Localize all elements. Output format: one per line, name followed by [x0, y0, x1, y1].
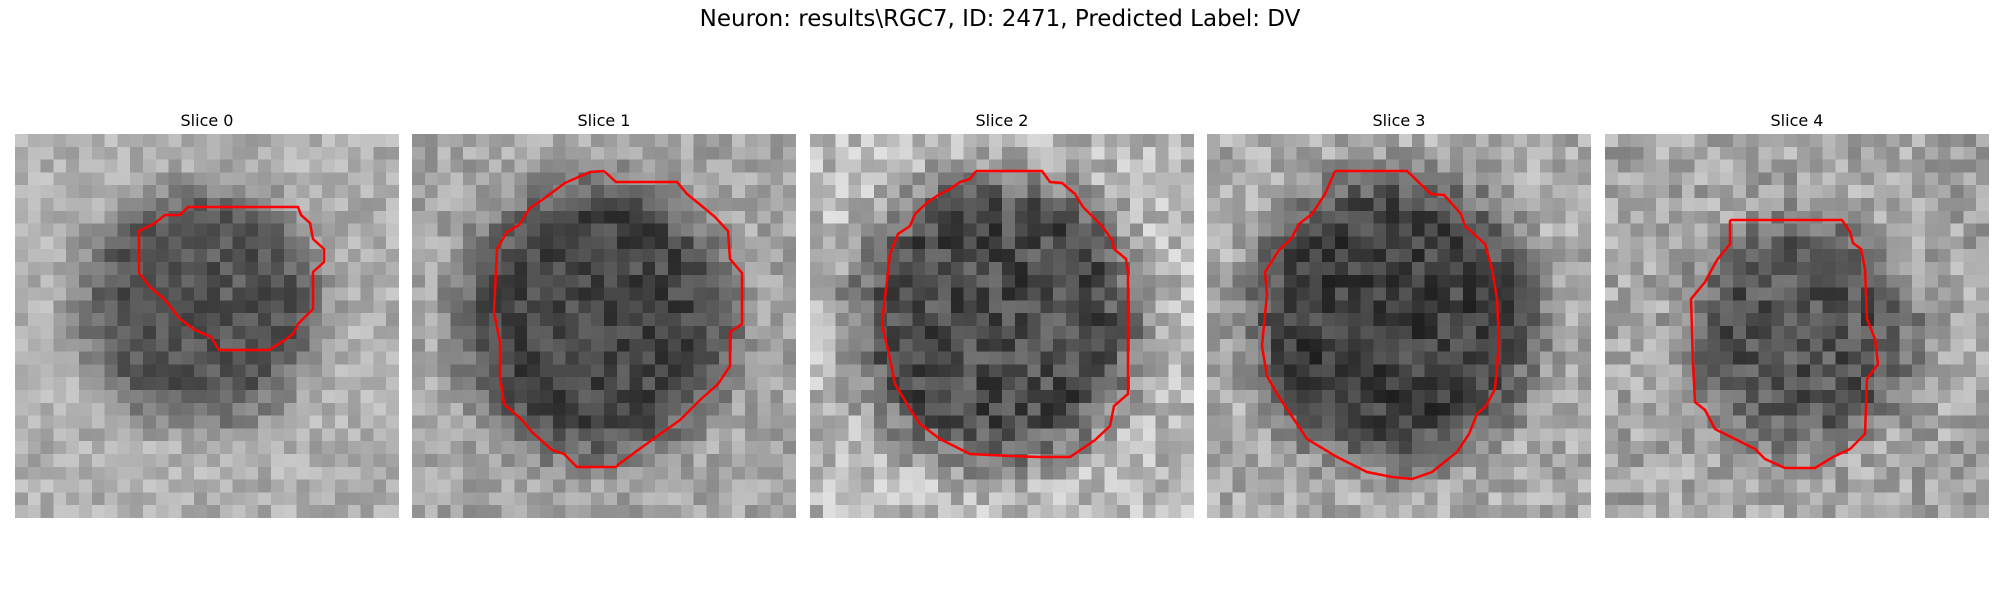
slice-title-3: Slice 3	[1372, 111, 1426, 130]
slice-title-1: Slice 1	[577, 111, 631, 130]
slice-panel-2: Slice 2	[810, 108, 1194, 518]
slice-title-4: Slice 4	[1770, 111, 1824, 130]
slice-contour-2	[880, 169, 1130, 459]
slice-panel-4: Slice 4	[1605, 108, 1989, 518]
slice-contour-4	[1689, 218, 1880, 470]
slice-contour-1	[492, 169, 744, 469]
slice-image-2	[810, 134, 1194, 518]
slice-panel-0: Slice 0	[15, 108, 399, 518]
slice-image-1	[412, 134, 796, 518]
slice-image-3	[1207, 134, 1591, 518]
slice-contour-0	[137, 205, 326, 352]
slice-panel-3: Slice 3	[1207, 108, 1591, 518]
slice-image-4	[1605, 134, 1989, 518]
slice-image-0	[15, 134, 399, 518]
slice-panel-1: Slice 1	[412, 108, 796, 518]
figure-title: Neuron: results\RGC7, ID: 2471, Predicte…	[699, 6, 1301, 32]
slice-title-0: Slice 0	[180, 111, 234, 130]
slice-title-2: Slice 2	[975, 111, 1029, 130]
slice-contour-3	[1260, 169, 1501, 481]
